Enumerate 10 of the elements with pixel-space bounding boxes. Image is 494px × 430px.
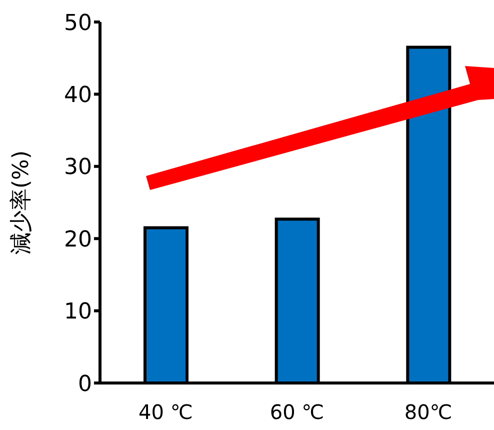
y-tick-label: 50 (64, 10, 92, 36)
y-tick-label: 0 (78, 372, 92, 397)
y-axis-title: 減少率(%) (8, 150, 34, 255)
y-tick-label: 30 (64, 155, 92, 180)
y-tick-label: 10 (64, 300, 92, 325)
x-tick-label: 60 ℃ (270, 400, 324, 424)
x-tick-label: 80℃ (404, 400, 452, 424)
y-tick-label: 40 (64, 83, 92, 108)
x-tick-label: 40 ℃ (138, 400, 193, 424)
y-tick-label: 20 (64, 227, 92, 252)
